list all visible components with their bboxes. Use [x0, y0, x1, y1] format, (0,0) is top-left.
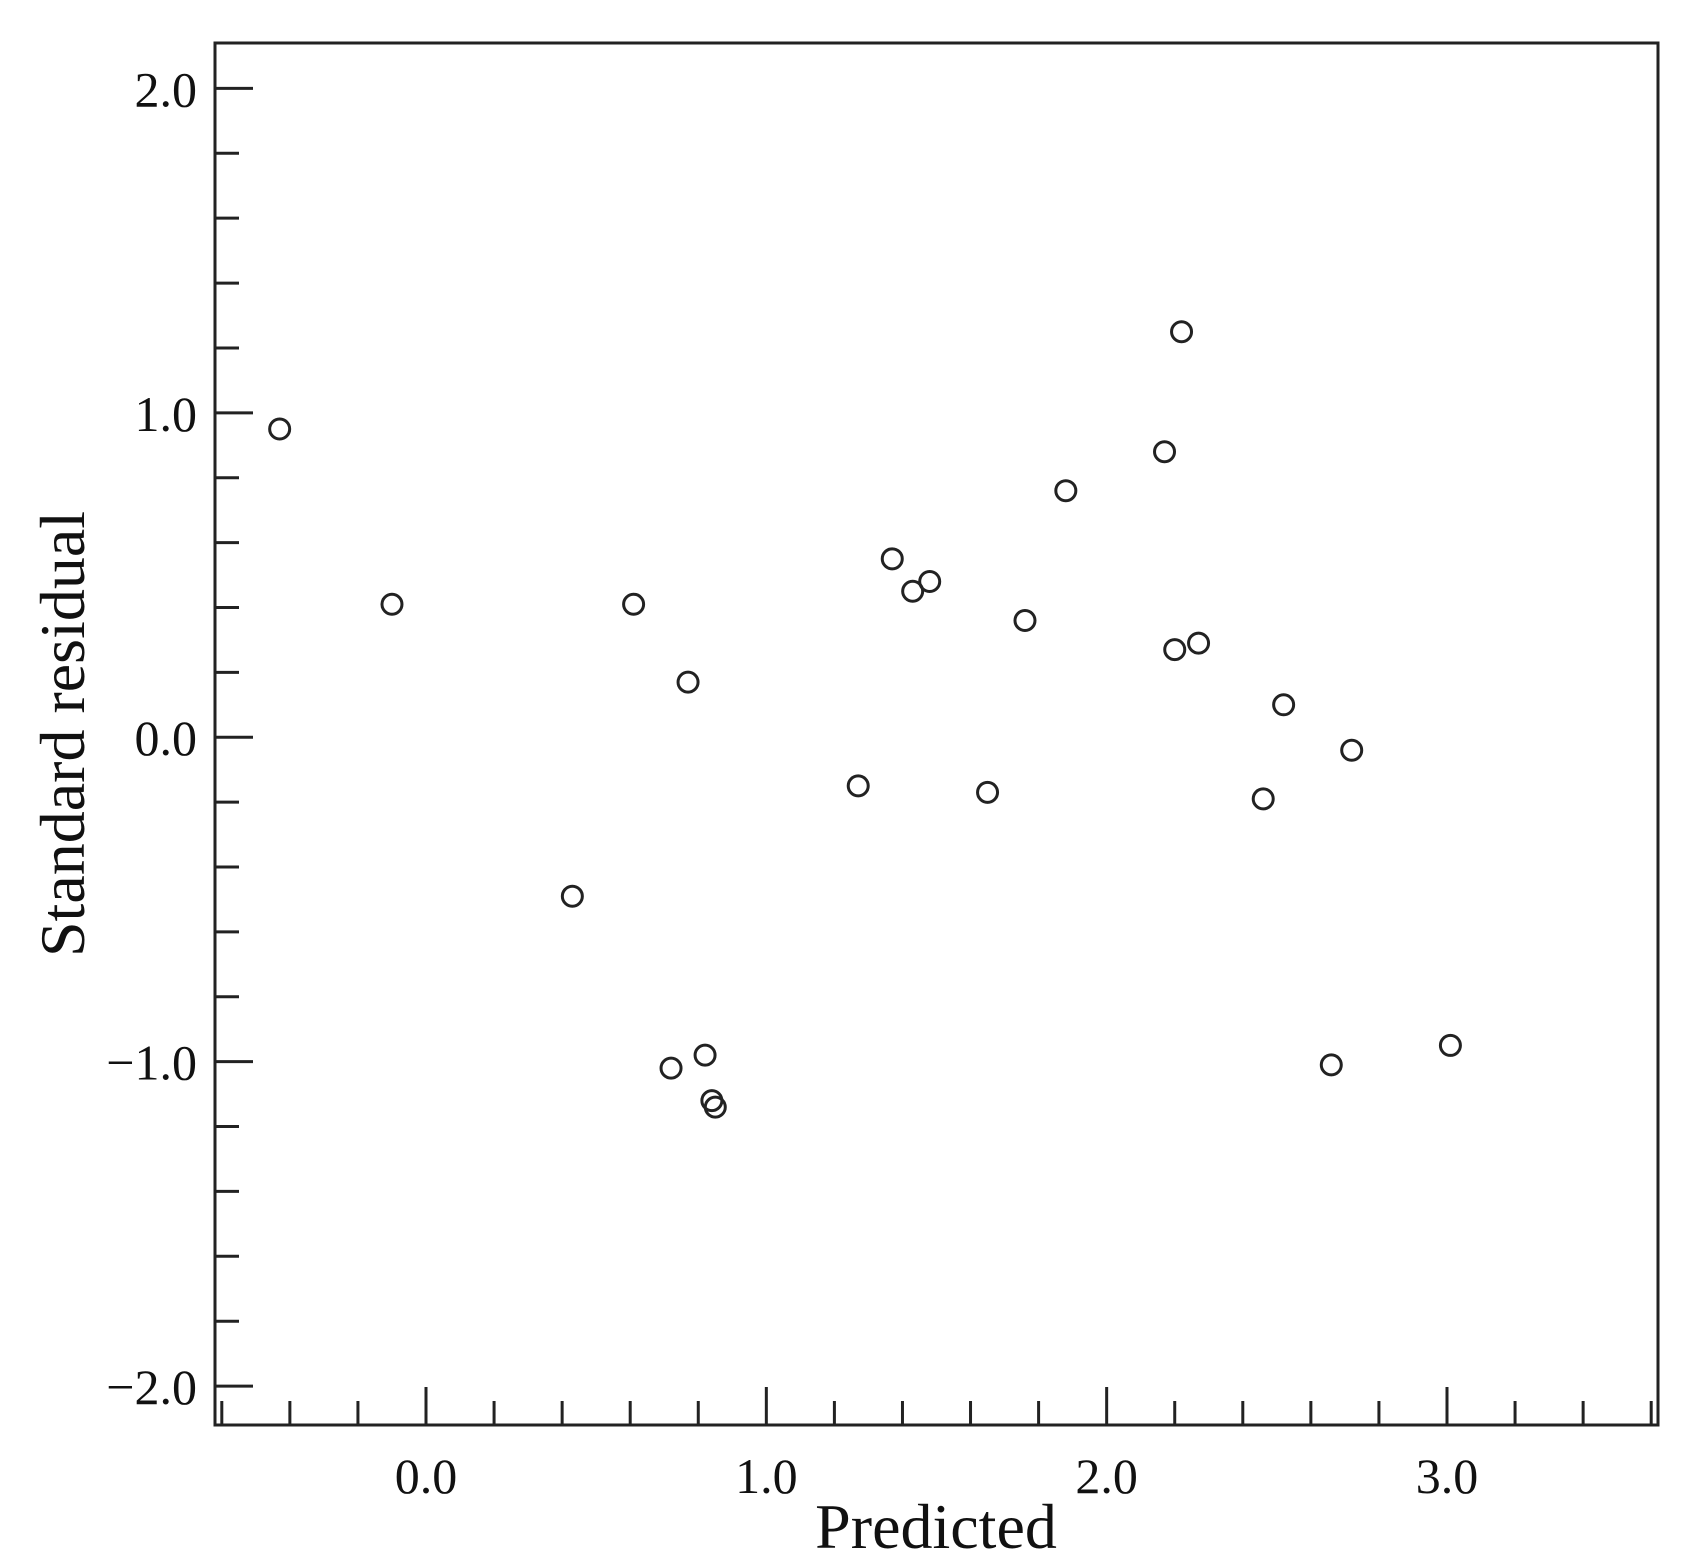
data-point	[846, 774, 870, 798]
data-point	[1187, 631, 1211, 655]
data-point	[918, 570, 942, 594]
data-point	[380, 592, 404, 616]
data-point	[1319, 1053, 1343, 1077]
data-point	[1163, 638, 1187, 662]
x-tick-label: 2.0	[1075, 1448, 1138, 1504]
x-axis-label: Predicted	[815, 1491, 1057, 1562]
data-point	[1170, 320, 1194, 344]
data-point	[659, 1056, 683, 1080]
data-point	[1272, 693, 1296, 717]
data-point	[676, 670, 700, 694]
data-point	[703, 1095, 727, 1119]
y-tick-label: −2.0	[106, 1359, 197, 1415]
data-point	[901, 579, 925, 603]
data-point	[1251, 787, 1275, 811]
plot-frame	[213, 41, 1660, 1427]
data-point	[1153, 440, 1177, 464]
data-point	[622, 592, 646, 616]
data-point	[880, 547, 904, 571]
y-axis-label: Standard residual	[27, 511, 98, 957]
data-point	[1054, 479, 1078, 503]
data-points	[268, 320, 1462, 1119]
data-point	[268, 417, 292, 441]
x-tick-label: 1.0	[735, 1448, 798, 1504]
x-axis-tick-labels: 0.0 1.0 2.0 3.0	[395, 1448, 1478, 1504]
y-tick-label: 1.0	[135, 386, 198, 442]
y-axis-ticks	[215, 86, 253, 1388]
y-tick-label: 2.0	[135, 61, 198, 117]
data-point	[693, 1043, 717, 1067]
data-point	[1438, 1033, 1462, 1057]
data-point	[560, 884, 584, 908]
data-point	[976, 780, 1000, 804]
x-axis-ticks	[220, 1387, 1653, 1425]
data-point	[1340, 738, 1364, 762]
x-tick-label: 3.0	[1416, 1448, 1479, 1504]
x-tick-label: 0.0	[395, 1448, 458, 1504]
y-axis-tick-labels: 2.0 1.0 0.0 −1.0 −2.0	[106, 61, 197, 1415]
data-point	[1013, 608, 1037, 632]
y-tick-label: −1.0	[106, 1035, 197, 1091]
y-tick-label: 0.0	[135, 710, 198, 766]
